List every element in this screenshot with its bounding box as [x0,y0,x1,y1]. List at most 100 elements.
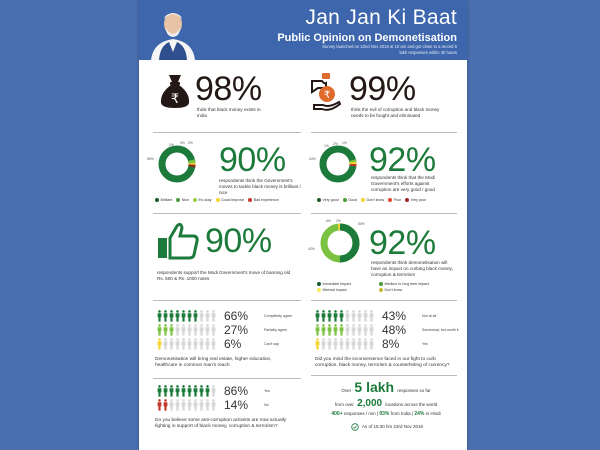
legend-item: Very poor [405,198,426,202]
pictogram-percent: 43% [382,309,407,323]
inconvenience-question: Did you mind the inconvenience faced in … [315,357,450,368]
hand-rupee-bag-icon: ₹ [311,73,342,111]
pictogram-percent: 14% [224,398,249,412]
impact-donut-chart [320,223,360,263]
people-icons [315,338,374,350]
pictogram-row: 8% Yes [315,337,428,351]
donut-label: 1% [324,144,329,148]
summary-line1-post: responses so far [397,388,431,393]
pictogram-row: 27% Partially agree [157,323,287,337]
divider [311,132,457,133]
divider [153,300,301,301]
donut-label: 56% [147,157,154,161]
summary-india: 93% [379,411,390,417]
divider [311,213,457,214]
pictogram-percent: 86% [224,384,249,398]
donut-label: 2% [188,141,193,145]
summary-line2-post: locations across the world [385,402,438,407]
pictogram-row: 43% Not at all [315,309,436,323]
survey-note: Survey launched on 22nd Nov 2016 at 10 a… [322,44,457,55]
legend-item: Immediate Impact [317,282,369,286]
activists-question: Do you believe some anti-corruption acti… [155,418,287,429]
support-value: 90% [205,222,272,260]
summary-timestamp: As of 15:30 hrs 23rd Nov 2016 [362,424,424,429]
legend-item: Very good [317,198,339,202]
pictogram-label: Can't say [264,342,279,346]
people-icons [157,310,216,322]
summary-responses: 5 lakh [354,379,395,395]
efforts-text: respondents think that the Modi Governme… [371,175,436,192]
donut-label: 2% [333,142,338,146]
efforts-value: 92% [369,141,436,179]
legend-item: Brilliant [155,198,172,202]
donut-label: 3% [180,141,185,145]
donut-label: 34% [309,157,316,161]
impact-legend: Immediate Impact Medium to long term imp… [317,282,457,292]
pictogram-row: 6% Can't say [157,337,279,351]
stat-black-money-value: 98% [195,70,262,108]
moves-donut-chart [158,145,196,183]
legend-item: Good [342,198,357,202]
legend-item: Don't know [360,198,384,202]
clock-check-icon [351,423,359,431]
summary-india-label: from India | [390,411,414,416]
donut-label: 6% [326,219,331,223]
people-icons [157,324,216,336]
page-title: Jan Jan Ki Baat [305,6,457,29]
donut-label: 1% [169,143,174,147]
pictogram-row: 86% Yes [157,384,270,398]
divider [153,132,301,133]
legend-item: Minimal Impact [317,288,369,292]
summary-line2-pre: from over [334,402,354,407]
summary-block: Over 5 lakh responses so far from over 2… [311,380,461,432]
pictogram-row: 48% Somewhat, but worth it [315,323,459,337]
pictogram-label: No [264,403,269,407]
pictogram-row: 66% Completely agree [157,309,292,323]
thumbs-up-icon [158,222,199,260]
legend-item: It's okay [193,198,212,202]
svg-text:₹: ₹ [171,92,179,107]
pictogram-label: Partially agree [264,328,287,332]
moves-value: 90% [219,141,286,179]
pictogram-label: Yes [264,389,270,393]
legend-item: Could improve [215,198,244,202]
people-icons [157,385,216,397]
page-subtitle: Public Opinion on Demonetisation [277,32,457,44]
summary-rate-label: responses / min | [343,411,379,416]
donut-label: 50% [358,222,365,226]
people-icons [315,324,374,336]
people-icons [315,310,374,322]
legend-item: Nice [176,198,189,202]
legend-item: Don't know [379,288,402,292]
support-text: respondents support the Modi Government'… [157,270,291,281]
money-bag-rupee-icon: ₹ [160,75,190,108]
impact-value: 92% [369,224,436,262]
divider [153,213,301,214]
summary-locations: 2,000 [357,398,383,409]
divider [311,300,457,301]
stat-black-money-text: think that black money exists in India [197,107,261,118]
real-estate-question: Demonetisation will bring real estate, h… [155,357,272,368]
donut-label: 1% [342,141,347,145]
pictogram-percent: 48% [382,323,407,337]
portrait-image [151,13,195,60]
legend-item: Poor [388,198,401,202]
impact-text: respondents think demonetisation will ha… [371,260,453,277]
efforts-legend: Very good Good Don't know Poor Very poor [317,198,463,202]
pictogram-label: Somewhat, but worth it [422,328,459,332]
pictogram-label: Not at all [422,314,437,318]
people-icons [157,399,216,411]
pictogram-label: Yes [422,342,428,346]
pictogram-percent: 6% [224,337,242,351]
pictogram-percent: 66% [224,309,249,323]
moves-legend: Brilliant Nice It's okay Could improve B… [155,198,305,202]
pictogram-percent: 8% [382,337,400,351]
pictogram-label: Completely agree [264,314,293,318]
efforts-donut-chart [319,145,357,183]
divider [153,378,301,379]
infographic-page: Jan Jan Ki Baat Public Opinion on Demone… [139,0,467,450]
summary-line1-pre: Over [341,388,352,393]
pictogram-row: 14% No [157,398,269,412]
summary-hindi-label: in Hindi [425,411,441,416]
summary-hindi: 24% [414,411,425,417]
